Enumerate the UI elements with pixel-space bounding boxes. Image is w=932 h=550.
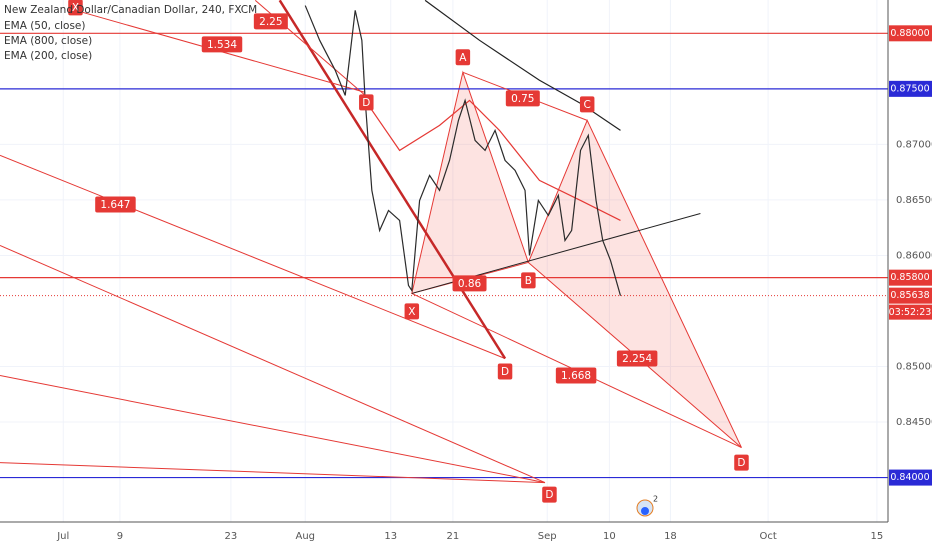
x-tick-label: 21 xyxy=(447,531,460,542)
plot: X 2.25 1.534 D A 0.75 C 1.647 0.86 B X D 2.254 1.668 D… xyxy=(0,0,888,522)
chart-title: New Zealand Dollar/Canadian Dollar, 240,… xyxy=(4,4,257,16)
price-level-box xyxy=(889,287,932,304)
annotation-label: D xyxy=(362,97,370,109)
annotation-box xyxy=(404,303,420,320)
trend-line xyxy=(0,154,506,359)
annotation-box xyxy=(455,49,471,66)
price-level-label: 0.85638 xyxy=(890,290,929,301)
annotation-label: 0.86 xyxy=(458,278,482,290)
trend-line xyxy=(0,244,546,484)
annotation-label: 1.668 xyxy=(561,370,591,382)
price-level-label: 0.85800 xyxy=(890,272,929,283)
annotation-label: D xyxy=(545,489,553,501)
annotation-label: 1.534 xyxy=(207,39,237,51)
annotation-label: X xyxy=(408,306,415,318)
annotation-label: D xyxy=(737,457,745,469)
countdown-box xyxy=(889,304,932,320)
annotation-box xyxy=(555,367,597,384)
annotation-label: A xyxy=(459,52,467,64)
price-level-label: 0.87500 xyxy=(890,83,929,94)
price-level-box xyxy=(889,25,932,42)
x-tick-label: Jul xyxy=(56,531,69,542)
annotation-box xyxy=(68,0,83,16)
legend-entry: EMA (800, close) xyxy=(4,35,92,47)
indicator-line xyxy=(424,0,621,131)
logo: 2 xyxy=(636,495,658,517)
x-tick-label: 13 xyxy=(384,531,397,542)
annotation-label: B xyxy=(525,275,532,287)
x-tick-label: 23 xyxy=(225,531,238,542)
annotation-label: C xyxy=(584,99,591,111)
annotation-box xyxy=(505,90,540,107)
trend-line xyxy=(0,462,546,484)
x-tick-label: Oct xyxy=(759,531,776,542)
trend-line xyxy=(0,375,546,484)
price-level-box xyxy=(889,269,932,286)
annotation-box xyxy=(521,272,536,289)
indicator-line xyxy=(364,99,621,221)
annotation-box xyxy=(201,36,243,53)
annotation-box xyxy=(734,454,749,471)
annotation-box xyxy=(497,363,513,380)
x-tick-label: 15 xyxy=(871,531,884,542)
annotation-label: 2.25 xyxy=(259,16,282,28)
x-tick-label: Aug xyxy=(295,531,315,542)
price-level-box xyxy=(889,80,932,97)
x-tick-label: 18 xyxy=(664,531,677,542)
annotation-label: 0.75 xyxy=(511,93,534,105)
trend-line xyxy=(278,0,507,360)
annotation-box xyxy=(579,96,595,113)
price-level-label: 0.88000 xyxy=(890,28,929,39)
countdown: 03:52:23 xyxy=(889,307,932,318)
annotation-label: 2.254 xyxy=(622,353,652,365)
annotation-box xyxy=(95,196,136,213)
price-level-label: 0.84000 xyxy=(890,472,929,483)
annotation-label: D xyxy=(501,366,509,378)
svg-text:2: 2 xyxy=(653,495,658,504)
annotation-label: 1.647 xyxy=(100,199,130,211)
x-tick-label: Sep xyxy=(538,531,557,542)
x-tick-label: 10 xyxy=(603,531,616,542)
price-level-box xyxy=(889,469,932,486)
x-tick-label: 9 xyxy=(117,531,123,542)
annotation-box xyxy=(253,13,288,30)
annotation-box xyxy=(359,94,374,111)
annotation-box xyxy=(542,486,557,503)
annotation-box xyxy=(616,350,658,367)
annotation-label: X xyxy=(72,2,79,14)
annotation-box xyxy=(452,275,487,292)
legend-entry: EMA (50, close) xyxy=(4,20,86,32)
legend-entry: EMA (200, close) xyxy=(4,50,92,62)
